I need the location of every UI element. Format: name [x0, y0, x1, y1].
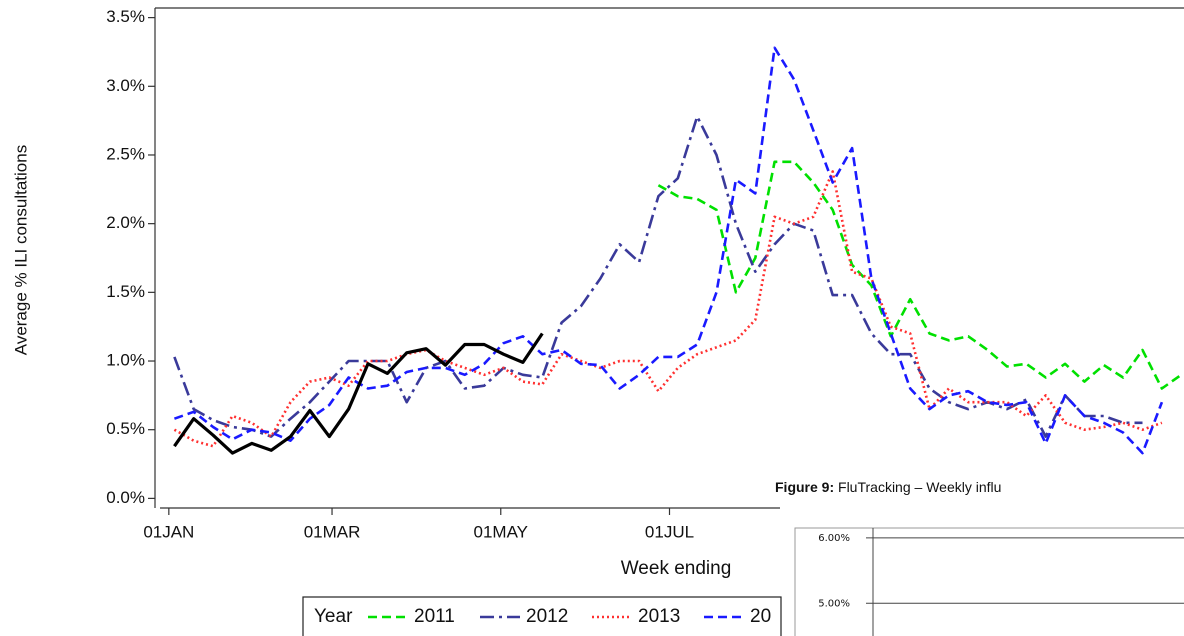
series-line [173, 46, 1164, 455]
figure-title: FluTracking – Weekly influ [838, 479, 1001, 495]
y-tick-label: 1.5% [106, 282, 145, 301]
series-line [657, 160, 1182, 390]
series-line [173, 332, 544, 455]
y-tick-label: 2.0% [106, 213, 145, 232]
figure-caption: Figure 9: FluTracking – Weekly influ [775, 479, 1001, 495]
y-tick-label: 1.0% [106, 351, 145, 370]
series-line [173, 170, 1163, 448]
x-tick-label: 01MAY [474, 522, 529, 541]
y-tick-label: 3.5% [106, 7, 145, 26]
legend-label: 2012 [526, 606, 568, 627]
legend-label: 20 [750, 606, 771, 627]
figure-label: Figure 9: [775, 479, 834, 495]
y-tick-label: 0.5% [106, 419, 145, 438]
y-tick-label: 5.00% [818, 598, 850, 609]
x-axis-title: Week ending [621, 558, 732, 579]
y-axis-title: Average % ILI consultations [11, 145, 30, 355]
legend-title: Year [314, 606, 353, 627]
y-tick-label: 0.0% [106, 488, 145, 507]
x-tick-label: 01MAR [304, 522, 361, 541]
x-tick-label: 01JAN [143, 522, 194, 541]
y-tick-label: 3.0% [106, 76, 145, 95]
y-tick-label: 2.5% [106, 144, 145, 163]
series-line [173, 115, 1143, 438]
figure-frame [794, 527, 1184, 636]
y-tick-label: 6.00% [818, 533, 850, 544]
legend-label: 2011 [414, 606, 455, 627]
legend-label: 2013 [638, 606, 680, 627]
x-tick-label: 01JUL [645, 522, 694, 541]
